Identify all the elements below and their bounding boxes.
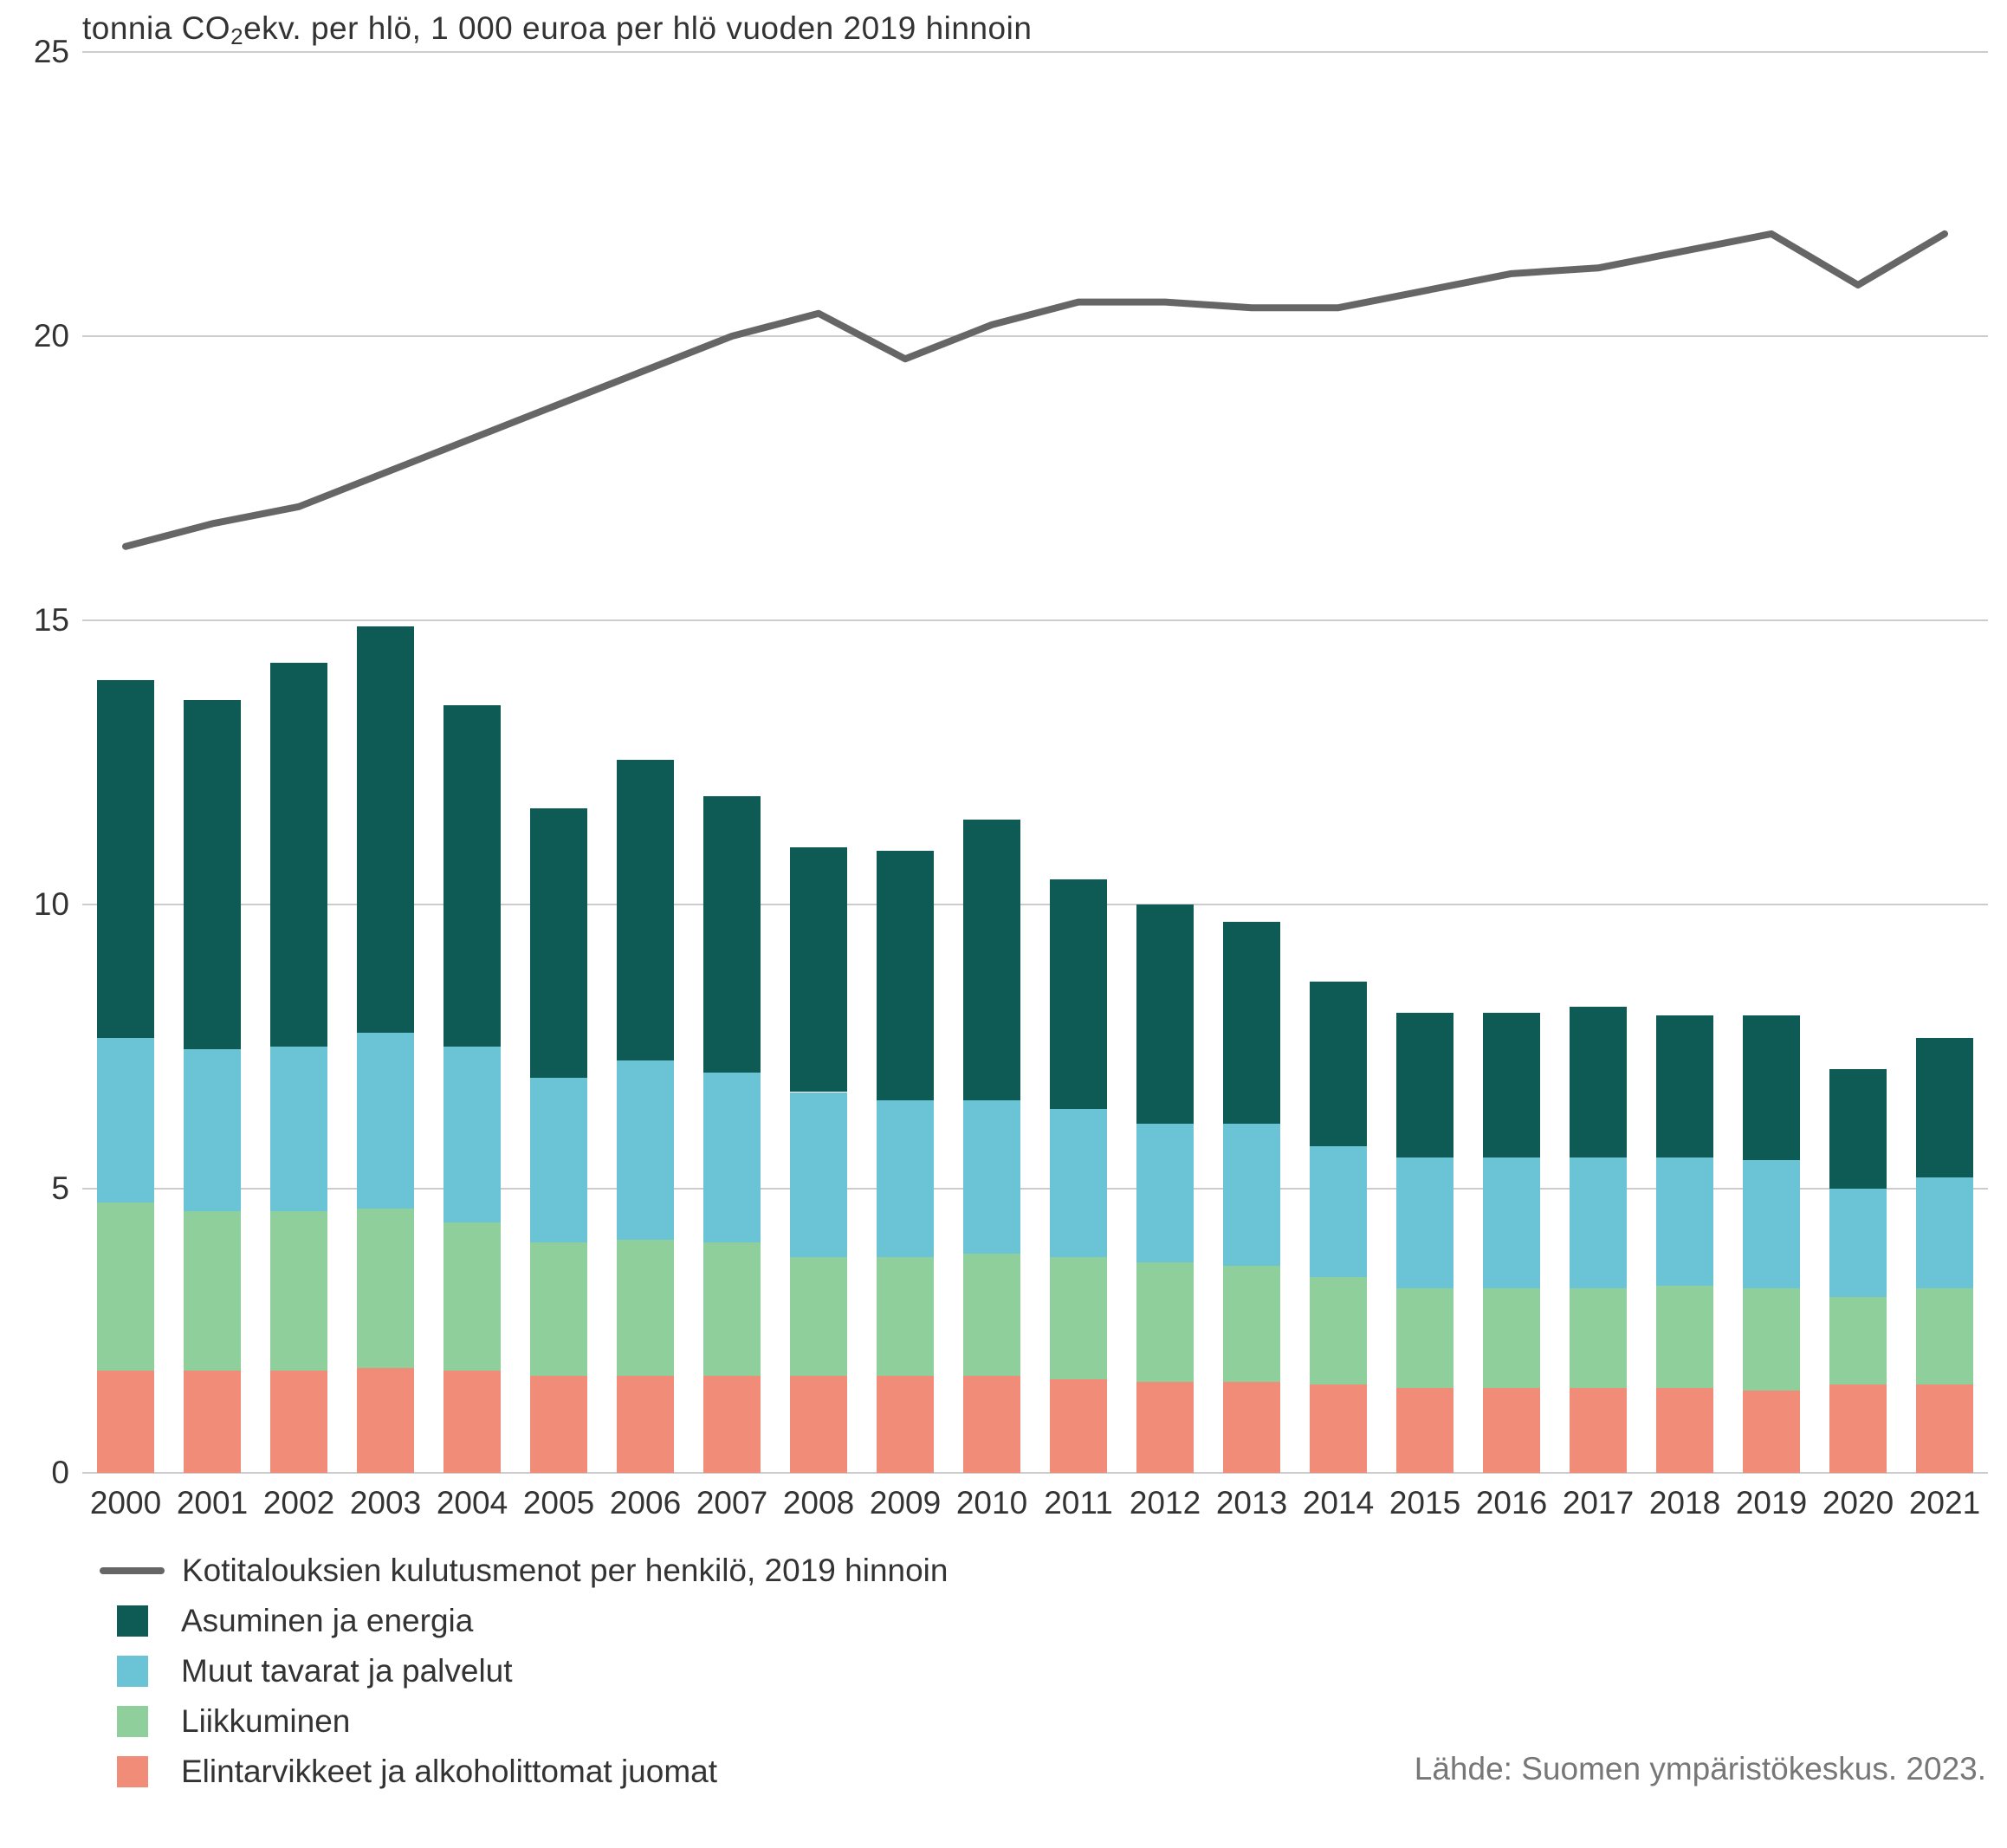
x-tick-label: 2005 bbox=[523, 1485, 594, 1521]
x-tick-label: 2017 bbox=[1563, 1485, 1634, 1521]
legend-label: Elintarvikkeet ja alkoholittomat juomat bbox=[181, 1754, 717, 1790]
x-tick-label: 2012 bbox=[1130, 1485, 1201, 1521]
source-attribution: Lähde: Suomen ympäristökeskus. 2023. bbox=[1415, 1751, 1986, 1787]
y-tick-label: 25 bbox=[17, 34, 69, 70]
x-tick-label: 2008 bbox=[783, 1485, 854, 1521]
x-tick-label: 2006 bbox=[610, 1485, 681, 1521]
legend-swatch bbox=[117, 1706, 148, 1737]
legend-label: Asuminen ja energia bbox=[181, 1603, 473, 1639]
legend-item: Asuminen ja energia bbox=[100, 1601, 948, 1641]
x-tick-label: 2014 bbox=[1303, 1485, 1374, 1521]
y-tick-label: 20 bbox=[17, 318, 69, 354]
x-tick-label: 2021 bbox=[1909, 1485, 1980, 1521]
x-tick-label: 2000 bbox=[90, 1485, 161, 1521]
x-tick-label: 2007 bbox=[696, 1485, 767, 1521]
x-tick-label: 2018 bbox=[1649, 1485, 1720, 1521]
legend-line-marker bbox=[100, 1567, 165, 1574]
x-tick-label: 2015 bbox=[1389, 1485, 1460, 1521]
y-tick-label: 15 bbox=[17, 602, 69, 639]
y-tick-label: 10 bbox=[17, 886, 69, 923]
y-tick-label: 0 bbox=[17, 1455, 69, 1491]
legend-item: Muut tavarat ja palvelut bbox=[100, 1651, 948, 1691]
x-tick-label: 2020 bbox=[1822, 1485, 1894, 1521]
x-tick-label: 2019 bbox=[1736, 1485, 1807, 1521]
plot-area: 0510152025 20002001200220032004200520062… bbox=[82, 52, 1988, 1473]
x-tick-label: 2002 bbox=[263, 1485, 334, 1521]
legend-swatch bbox=[117, 1605, 148, 1637]
title-part2: ekv. per hlö, 1 000 euroa per hlö vuoden… bbox=[243, 10, 1032, 46]
legend-label: Liikkuminen bbox=[181, 1703, 350, 1740]
legend-item: Elintarvikkeet ja alkoholittomat juomat bbox=[100, 1752, 948, 1792]
x-axis-labels: 2000200120022003200420052006200720082009… bbox=[82, 52, 1988, 1473]
legend-swatch bbox=[117, 1656, 148, 1687]
title-subscript: 2 bbox=[230, 23, 243, 49]
x-tick-label: 2011 bbox=[1044, 1485, 1113, 1521]
y-tick-label: 5 bbox=[17, 1170, 69, 1207]
x-tick-label: 2003 bbox=[350, 1485, 421, 1521]
legend-label: Kotitalouksien kulutusmenot per henkilö,… bbox=[182, 1553, 948, 1589]
x-tick-label: 2001 bbox=[177, 1485, 248, 1521]
legend-label: Muut tavarat ja palvelut bbox=[181, 1653, 513, 1689]
x-tick-label: 2016 bbox=[1476, 1485, 1547, 1521]
chart-container: tonnia CO2ekv. per hlö, 1 000 euroa per … bbox=[0, 0, 2007, 1848]
legend: Kotitalouksien kulutusmenot per henkilö,… bbox=[100, 1551, 948, 1802]
legend-swatch bbox=[117, 1756, 148, 1787]
legend-item: Liikkuminen bbox=[100, 1702, 948, 1741]
legend-item: Kotitalouksien kulutusmenot per henkilö,… bbox=[100, 1551, 948, 1591]
x-tick-label: 2004 bbox=[437, 1485, 508, 1521]
x-tick-label: 2013 bbox=[1216, 1485, 1287, 1521]
chart-title: tonnia CO2ekv. per hlö, 1 000 euroa per … bbox=[82, 10, 1032, 47]
title-part1: tonnia CO bbox=[82, 10, 230, 46]
x-tick-label: 2010 bbox=[956, 1485, 1027, 1521]
x-tick-label: 2009 bbox=[870, 1485, 941, 1521]
